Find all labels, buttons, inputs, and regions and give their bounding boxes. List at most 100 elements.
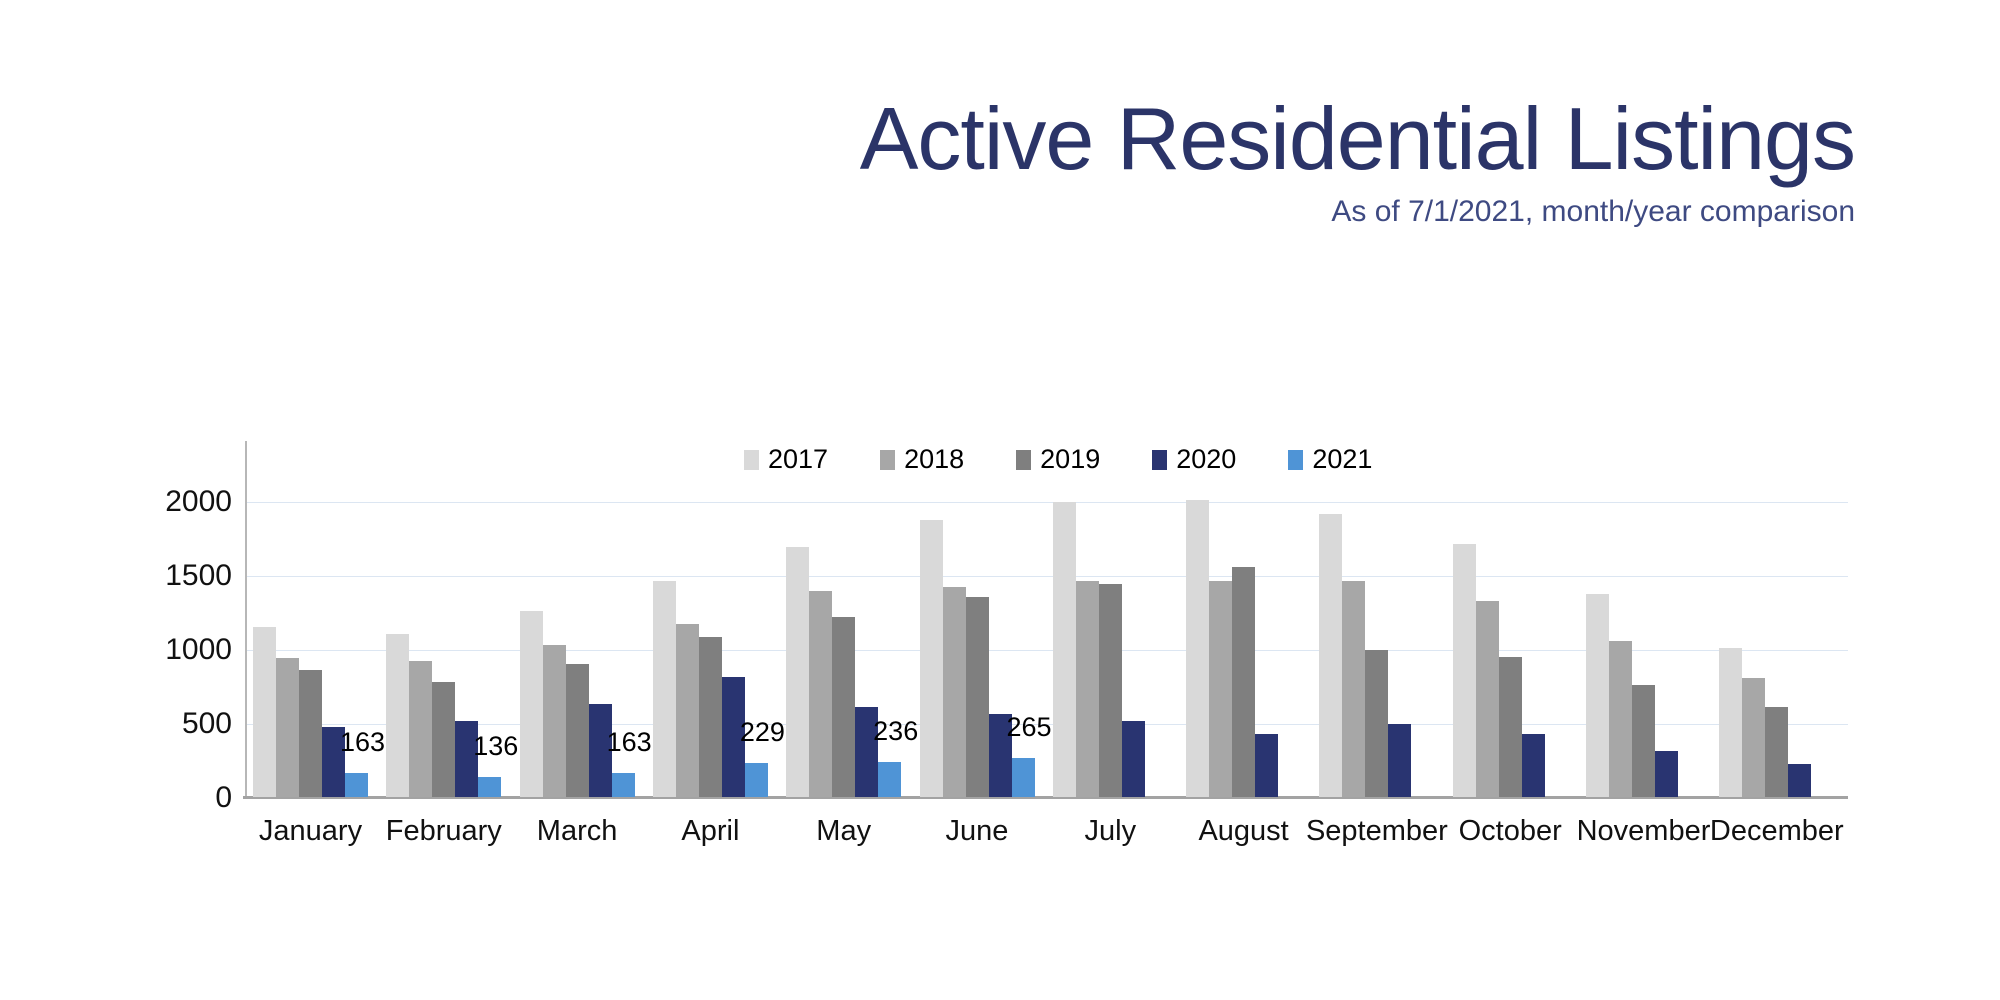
bar-2017-april [652,580,676,797]
bar-2021-february [478,776,502,797]
bar-2020-november [1655,751,1678,797]
bar-2019-february [432,681,456,797]
bar-2018-november [1609,640,1632,797]
legend-label-2017: 2017 [768,444,829,474]
bar-2020-september [1388,724,1412,797]
bar-2020-october [1521,734,1545,797]
data-label-2021-april: 229 [739,717,785,748]
chart-header: Active Residential Listings As of 7/1/20… [860,88,1856,229]
legend-label-2020: 2020 [1176,444,1237,474]
data-label-2021-may: 236 [873,716,919,747]
bar-2019-november [1632,684,1655,797]
bar-2019-august [1232,566,1256,797]
legend-item-2018: 2018 [880,446,964,473]
bar-2019-october [1498,657,1522,797]
x-axis-label-february: February [385,815,502,847]
bar-2017-june [919,520,943,797]
bar-2019-march [565,663,589,797]
legend-item-2020: 2020 [1152,446,1236,473]
bar-2020-may [855,707,879,797]
bar-2018-march [542,644,566,797]
bar-2021-april [744,763,768,797]
data-label-2021-march: 163 [606,726,652,757]
bar-2021-january [345,772,368,797]
x-axis-label-october: October [1458,815,1562,847]
legend-swatch-2021 [1288,449,1304,470]
bar-2018-april [675,623,699,797]
chart-subtitle: As of 7/1/2021, month/year comparison [1331,195,1855,229]
bar-2020-april [721,677,745,797]
legend-item-2021: 2021 [1288,446,1372,473]
y-axis-label: 500 [181,707,232,740]
bar-2017-august [1186,499,1210,797]
bar-2017-october [1452,543,1476,797]
y-axis-label: 1500 [165,559,232,592]
x-axis-label-may: May [816,815,872,847]
bar-2017-december [1719,647,1743,797]
bar-2019-july [1098,583,1122,797]
bar-2021-may [878,762,902,797]
bar-2017-february [386,634,410,797]
bar-2020-june [988,714,1012,797]
gridline [247,723,1848,725]
chart-legend: 2017 2018 2019 2020 2021 [744,446,1424,473]
x-axis-label-june: June [945,815,1009,847]
bar-2019-january [299,669,322,797]
x-axis-label-december: December [1709,815,1844,847]
y-axis-label: 1000 [165,633,232,666]
plot-area: 0 500 1000 1500 2000 163 136 163 229 236 265 [165,441,1848,814]
legend-label-2021: 2021 [1312,444,1373,474]
bar-2018-october [1475,600,1499,797]
bar-2020-july [1121,720,1145,797]
data-label-2021-january: 163 [339,726,386,757]
bar-2017-november [1586,594,1609,797]
bar-2018-january [276,657,299,797]
bar-2017-september [1319,513,1343,797]
bar-2017-january [253,626,276,797]
bar-2018-august [1209,580,1233,797]
bar-2019-may [832,617,856,797]
bar-2020-march [588,703,612,797]
bar-2017-march [519,610,543,797]
x-axis-label-april: April [681,815,740,847]
bar-2019-april [698,637,722,797]
legend-swatch-2017 [744,449,759,470]
bar-2021-june [1011,757,1035,797]
gridline [247,501,1848,503]
bar-2018-july [1075,580,1099,797]
bar-2018-february [409,660,433,797]
x-axis-label-july: July [1084,815,1137,847]
y-axis-label: 2000 [165,485,232,518]
x-axis-label-august: August [1198,815,1289,847]
legend-item-2019: 2019 [1016,446,1100,473]
y-axis-label: 0 [215,781,232,814]
bar-2019-june [965,597,989,797]
data-label-2021-june: 265 [1006,711,1052,742]
bar-2017-july [1052,502,1076,797]
x-axis-line [243,796,1848,799]
bar-2021-march [611,772,635,797]
bar-2020-december [1788,764,1812,797]
bar-2020-january [322,727,345,797]
bar-2019-september [1365,650,1389,797]
x-axis-label-november: November [1576,815,1711,847]
y-axis-line [245,441,247,798]
bar-2017-may [786,546,810,797]
data-label-2021-february: 136 [473,730,519,761]
x-axis-label-january: January [258,815,363,847]
legend-swatch-2019 [1016,449,1032,470]
legend-label-2019: 2019 [1040,444,1101,474]
legend-swatch-2018 [880,449,896,470]
legend-item-2017: 2017 [744,446,828,473]
gridline [247,649,1848,651]
bar-2018-may [809,591,833,797]
gridline [247,575,1848,577]
bar-2018-december [1742,677,1766,797]
bar-2020-february [455,720,479,797]
bar-2019-december [1765,707,1789,797]
x-axis-label-march: March [536,815,618,847]
bar-2020-august [1255,734,1279,797]
x-axis-label-september: September [1305,815,1448,847]
